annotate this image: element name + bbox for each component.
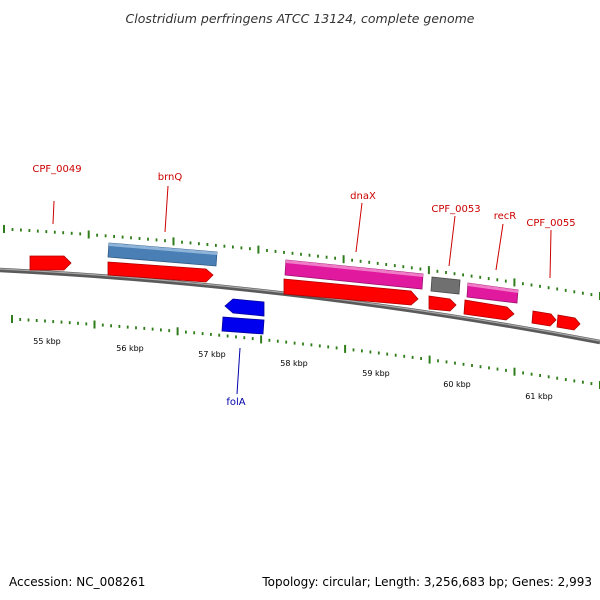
gene-bar-brnq-highlight <box>109 243 217 255</box>
leader-line <box>448 215 456 267</box>
gene-bar-fola[interactable] <box>221 316 265 335</box>
leader-line <box>355 202 363 253</box>
scale-label-57kbp: 57 kbp <box>198 350 226 359</box>
cds-arrow[interactable] <box>556 314 581 331</box>
gene-label-dnax[interactable]: dnaX <box>350 191 376 202</box>
reverse-strand-features <box>221 298 265 335</box>
cds-arrow-reverse[interactable] <box>224 298 265 317</box>
leader-line <box>52 200 55 225</box>
cds-features <box>29 255 581 331</box>
cds-arrow[interactable] <box>428 295 457 312</box>
scale-label-58kbp: 58 kbp <box>280 359 308 368</box>
gene-label-fola[interactable]: folA <box>226 397 245 408</box>
scale-label-55kbp: 55 kbp <box>33 337 61 346</box>
label-leaders <box>52 185 552 395</box>
leader-line <box>495 223 504 271</box>
gene-label-cpf-0053[interactable]: CPF_0053 <box>431 204 480 215</box>
scale-label-61kbp: 61 kbp <box>525 392 553 401</box>
gene-bar-dnax-highlight <box>286 260 423 277</box>
inner-tick-track <box>11 315 600 389</box>
scale-label-59kbp: 59 kbp <box>362 369 390 378</box>
gene-label-cpf-0055[interactable]: CPF_0055 <box>526 218 575 229</box>
map-title: Clostridium perfringens ATCC 13124, comp… <box>126 11 475 26</box>
cds-arrow[interactable] <box>463 299 515 321</box>
genome-backbone-highlight <box>0 268 600 342</box>
scale-label-56kbp: 56 kbp <box>116 344 144 353</box>
summary-text: Topology: circular; Length: 3,256,683 bp… <box>261 575 592 589</box>
gene-features <box>107 242 519 304</box>
accession-text: Accession: NC_008261 <box>9 575 145 589</box>
scale-label-60kbp: 60 kbp <box>443 380 471 389</box>
leader-line <box>549 229 552 279</box>
leader-line <box>164 185 169 233</box>
gene-bar-recr[interactable] <box>466 282 519 304</box>
gene-bar-cpf-0053[interactable] <box>430 276 461 295</box>
cds-arrow[interactable] <box>531 310 557 327</box>
cds-arrow[interactable] <box>29 255 72 271</box>
gene-bar-recr-highlight <box>468 283 518 293</box>
leader-line <box>236 347 241 395</box>
gene-label-recr[interactable]: recR <box>494 211 517 222</box>
outer-tick-track <box>3 225 600 300</box>
cds-arrow[interactable] <box>107 261 214 283</box>
cds-arrow[interactable] <box>283 278 419 306</box>
gene-label-cpf-0049[interactable]: CPF_0049 <box>32 164 81 175</box>
gene-label-brnq[interactable]: brnQ <box>158 172 183 183</box>
